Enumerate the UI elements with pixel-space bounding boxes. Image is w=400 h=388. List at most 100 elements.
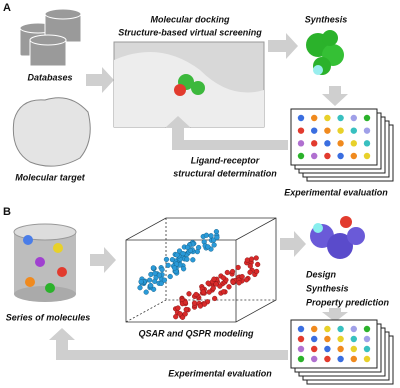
point — [159, 266, 165, 273]
molecule — [310, 216, 365, 259]
point — [236, 280, 242, 286]
well — [311, 325, 318, 333]
point — [206, 289, 212, 295]
point — [184, 256, 190, 262]
arrow — [322, 86, 348, 106]
well — [324, 335, 331, 343]
plate-stack — [290, 319, 394, 385]
point — [212, 295, 218, 302]
well — [297, 152, 305, 160]
point — [205, 244, 211, 250]
point — [181, 266, 187, 272]
point — [185, 244, 191, 250]
arrow — [280, 231, 306, 257]
well — [311, 355, 318, 363]
point — [156, 272, 163, 278]
well — [363, 335, 371, 343]
well — [337, 140, 344, 147]
point — [244, 257, 250, 263]
point — [230, 279, 236, 285]
well — [311, 140, 318, 147]
point — [220, 289, 227, 295]
point — [229, 268, 236, 275]
well — [324, 114, 331, 122]
point — [203, 232, 210, 238]
well — [311, 114, 318, 122]
point — [169, 257, 175, 263]
well — [337, 325, 344, 333]
well — [363, 140, 371, 147]
plate — [290, 108, 378, 166]
well — [363, 345, 371, 353]
panel-label: B — [3, 206, 11, 218]
well — [297, 355, 305, 363]
well — [324, 127, 331, 134]
point — [138, 279, 144, 285]
point — [177, 311, 183, 317]
well — [337, 355, 344, 363]
point — [211, 276, 217, 282]
well — [350, 335, 357, 343]
modeling-label: QSAR and QSPR modeling — [138, 328, 254, 338]
well — [311, 335, 318, 343]
point — [239, 274, 245, 280]
arrow — [49, 328, 288, 360]
point — [211, 242, 217, 248]
evaluation-label: Experimental evaluation — [168, 368, 272, 378]
ligand — [174, 74, 205, 96]
point — [195, 244, 202, 251]
point — [186, 291, 192, 297]
well — [297, 127, 305, 134]
design-label: Design — [306, 269, 337, 279]
point — [253, 255, 259, 261]
point — [171, 265, 178, 271]
well — [324, 152, 331, 160]
well — [297, 140, 305, 147]
pocket — [114, 52, 264, 127]
well — [363, 127, 371, 134]
point — [165, 262, 171, 268]
point — [235, 264, 241, 271]
well — [324, 325, 331, 333]
point — [163, 256, 170, 263]
well — [363, 355, 371, 363]
point — [214, 234, 220, 241]
plate — [290, 319, 378, 369]
well — [337, 152, 344, 160]
point — [167, 273, 173, 280]
well — [363, 325, 371, 333]
protein — [12, 97, 91, 167]
well — [350, 325, 357, 333]
point — [158, 280, 164, 286]
point — [152, 278, 158, 284]
plate-stack — [290, 108, 394, 182]
well — [324, 140, 331, 147]
arrow — [165, 116, 288, 150]
well — [350, 345, 357, 353]
point — [247, 269, 253, 275]
point — [191, 300, 198, 306]
well — [350, 127, 357, 134]
docking-label: Structure-based virtual screening — [118, 27, 262, 37]
well — [324, 345, 331, 353]
point — [150, 265, 156, 271]
design-label: Property prediction — [306, 297, 390, 307]
point — [243, 277, 250, 283]
well — [297, 114, 305, 122]
well — [297, 335, 305, 343]
well — [337, 127, 344, 134]
synthesis-label: Synthesis — [305, 14, 348, 24]
point — [248, 256, 255, 262]
point — [148, 282, 154, 289]
well — [350, 152, 357, 160]
series-label: Series of molecules — [6, 312, 91, 322]
point — [210, 285, 216, 291]
arrow — [90, 247, 116, 273]
point — [224, 269, 230, 276]
point — [182, 299, 188, 306]
point — [208, 233, 214, 239]
point — [137, 285, 143, 291]
well — [337, 335, 344, 343]
determination-label: Ligand-receptor — [191, 155, 260, 165]
target-label: Molecular target — [15, 172, 86, 182]
